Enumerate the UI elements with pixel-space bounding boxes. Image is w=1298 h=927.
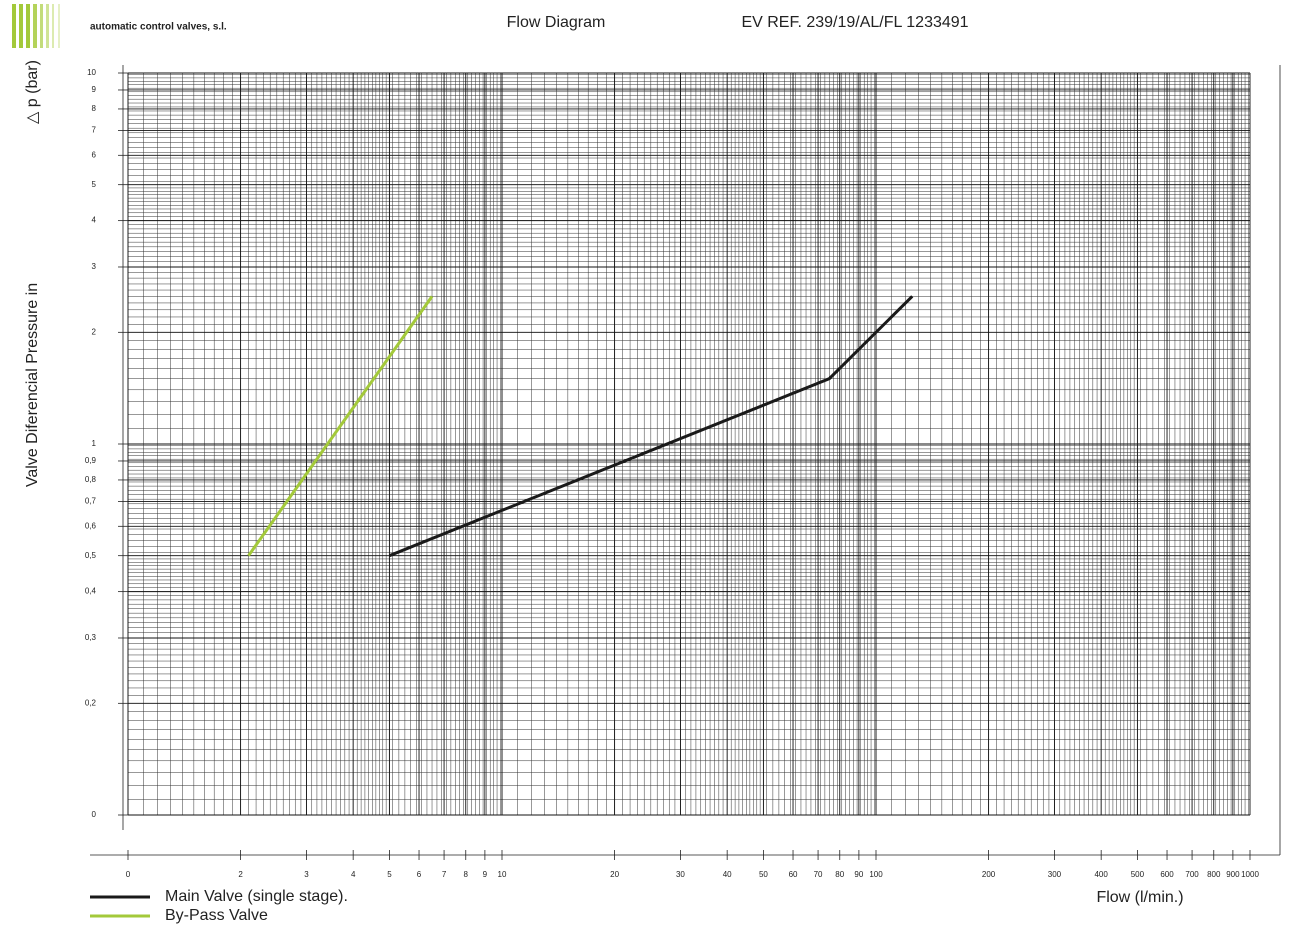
logo [12, 4, 60, 48]
y-tick-label: 0,4 [85, 587, 97, 596]
y-tick-label: 10 [87, 68, 96, 77]
legend-label: Main Valve (single stage). [165, 888, 348, 905]
y-tick-label: 0,7 [85, 497, 97, 506]
chart-title: Flow Diagram [507, 14, 606, 31]
series-line [388, 295, 914, 558]
x-tick-label: 700 [1185, 870, 1199, 879]
x-tick-label: 9 [483, 870, 488, 879]
y-tick-label: 3 [92, 262, 97, 271]
y-tick-label: 0 [92, 810, 97, 819]
y-tick-label: 6 [92, 150, 97, 159]
y-tick-label: 4 [92, 216, 97, 225]
x-tick-label: 7 [442, 870, 447, 879]
y-tick-label: 2 [92, 327, 97, 336]
x-tick-label: 200 [982, 870, 996, 879]
x-tick-label: 20 [610, 870, 619, 879]
x-tick-label: 300 [1048, 870, 1062, 879]
y-tick-label: 1 [92, 439, 97, 448]
x-tick-label: 30 [676, 870, 685, 879]
x-tick-label: 100 [869, 870, 883, 879]
x-tick-label: 70 [814, 870, 823, 879]
legend-label: By-Pass Valve [165, 907, 268, 924]
x-tick-label: 1000 [1241, 870, 1259, 879]
y-tick-label: 0,9 [85, 456, 97, 465]
x-tick-label: 6 [417, 870, 422, 879]
x-tick-label: 800 [1207, 870, 1221, 879]
x-tick-label: 80 [835, 870, 844, 879]
x-tick-label: 2 [238, 870, 243, 879]
x-tick-label: 8 [464, 870, 469, 879]
y-tick-label: 9 [92, 85, 97, 94]
x-axis-label: Flow (l/min.) [1096, 889, 1183, 906]
x-tick-label: 900 [1226, 870, 1240, 879]
x-tick-label: 60 [789, 870, 798, 879]
x-tick-label: 40 [723, 870, 732, 879]
chart-subtitle: EV REF. 239/19/AL/FL 1233491 [741, 14, 968, 31]
x-tick-label: 0 [126, 870, 131, 879]
x-tick-label: 4 [351, 870, 356, 879]
y-tick-label: 5 [92, 180, 97, 189]
x-tick-label: 600 [1160, 870, 1174, 879]
x-tick-label: 3 [304, 870, 309, 879]
y-axis-unit: △ p (bar) [24, 60, 41, 124]
x-tick-label: 10 [498, 870, 507, 879]
x-tick-label: 50 [759, 870, 768, 879]
series-line [247, 295, 434, 557]
x-tick-label: 400 [1094, 870, 1108, 879]
y-tick-label: 0,5 [85, 551, 97, 560]
x-tick-label: 500 [1131, 870, 1145, 879]
x-tick-label: 5 [387, 870, 392, 879]
company: automatic control valves, s.l. [90, 22, 227, 33]
y-tick-label: 8 [92, 104, 97, 113]
y-tick-label: 0,3 [85, 633, 97, 642]
y-tick-label: 0,8 [85, 475, 97, 484]
y-tick-label: 0,6 [85, 521, 97, 530]
x-tick-label: 90 [854, 870, 863, 879]
y-tick-label: 7 [92, 126, 97, 135]
y-tick-label: 0,2 [85, 698, 97, 707]
y-axis-label: Valve Diferencial Pressure in [24, 283, 41, 487]
